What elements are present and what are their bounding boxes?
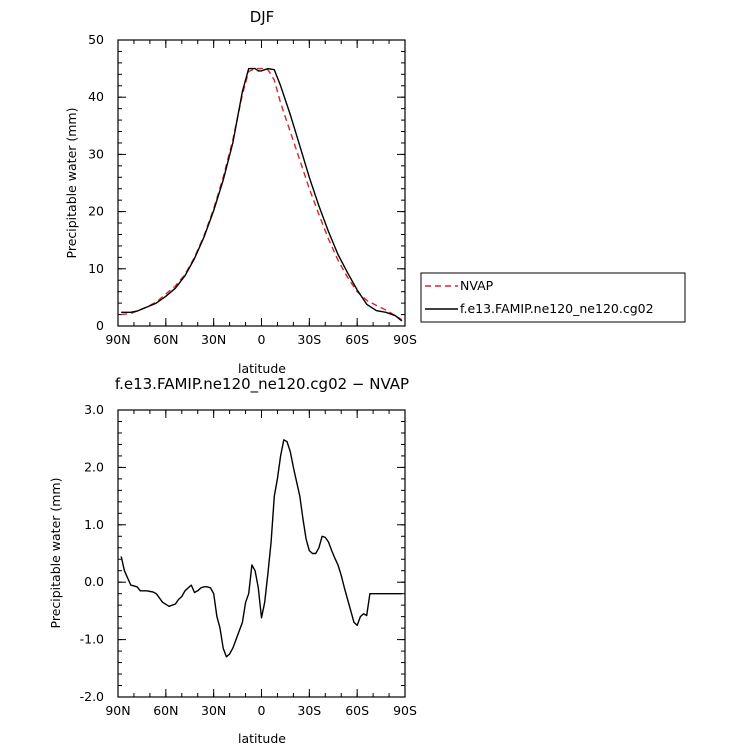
chart1-plot-frame [117,39,406,327]
c2-xtick-label: 60N [153,703,178,718]
c2-ytick-label: 1.0 [84,517,104,532]
c2-xtick-label: 30N [201,703,226,718]
c2-ytick-label: 3.0 [84,402,104,417]
c1-xtick-label: 90N [105,332,130,347]
c2-xtick-label: 30S [297,703,321,718]
legend: NVAP f.e13.FAMIP.ne120_ne120.cg02 [420,272,686,323]
c2-ytick-label: -1.0 [80,632,104,647]
c2-ytick-label: 0.0 [84,574,104,589]
c1-ytick-label: 0 [96,318,104,333]
c2-xtick-label: 0 [258,703,266,718]
c2-xtick-label: 90S [393,703,417,718]
c1-xtick-label: 60S [345,332,369,347]
chart1-title: DJF [250,8,275,26]
legend-label-nvap: NVAP [460,278,494,293]
c1-xtick-label: 60N [153,332,178,347]
chart2-plot-frame [117,409,406,698]
c2-xtick-label: 60S [345,703,369,718]
chart-difference: f.e13.FAMIP.ne120_ne120.cg02 − NVAP lati… [48,375,417,746]
chart1-ylabel: Precipitable water (mm) [64,108,79,259]
c1-xtick-label: 0 [258,332,266,347]
c1-ytick-label: 50 [88,32,104,47]
c1-xtick-label: 30S [297,332,321,347]
c2-ytick-label: 2.0 [84,459,104,474]
c2-xtick-label: 90N [105,703,130,718]
c1-ytick-label: 20 [88,204,104,219]
legend-label-model: f.e13.FAMIP.ne120_ne120.cg02 [460,301,654,316]
c1-series-line-0 [121,67,403,321]
c1-xtick-label: 30N [201,332,226,347]
c1-xtick-label: 90S [393,332,417,347]
chart2-ylabel: Precipitable water (mm) [48,478,63,629]
c2-series-line-0 [120,439,402,658]
c1-series-line-1 [121,67,403,322]
c2-ytick-label: -2.0 [80,689,104,704]
chart2-title: f.e13.FAMIP.ne120_ne120.cg02 − NVAP [115,375,409,394]
c1-ytick-label: 40 [88,89,104,104]
c1-ytick-label: 10 [88,261,104,276]
chart-djf: DJF latitude Precipitable water (mm) 90N… [64,8,417,376]
legend-box [420,272,686,323]
c1-ytick-label: 30 [88,146,104,161]
chart1-xlabel: latitude [238,361,286,376]
chart2-xlabel: latitude [238,731,286,746]
